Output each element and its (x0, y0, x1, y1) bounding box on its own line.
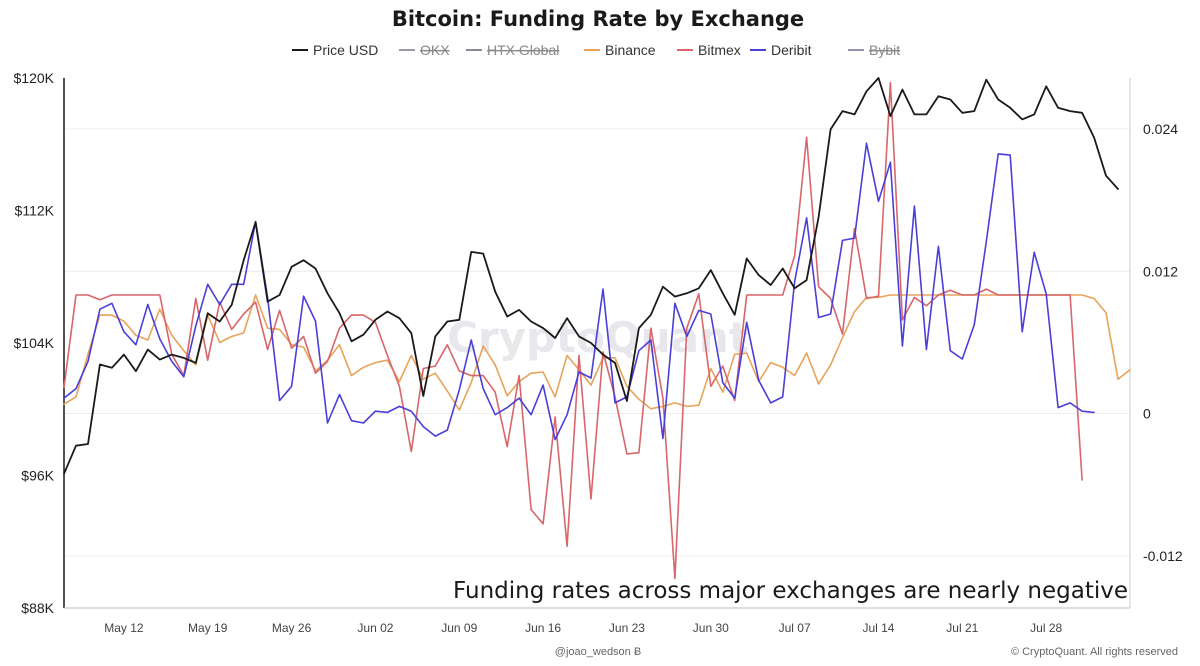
y-right-tick-label: 0.024 (1143, 121, 1178, 137)
series-line-deribit (63, 142, 1095, 441)
y-left-tick-label: $120K (14, 70, 55, 86)
y-right-tick-label: -0.012 (1143, 548, 1183, 564)
x-tick-label: May 19 (188, 621, 228, 635)
y-axis-left-ticks: $120K $112K $104K $96K $88K (14, 70, 55, 616)
annotation-text: Funding rates across major exchanges are… (453, 578, 1128, 604)
y-left-tick-label: $104K (14, 335, 55, 351)
x-tick-label: Jun 23 (609, 621, 645, 635)
legend-label: Bybit (869, 42, 900, 58)
series-line-price-usd (63, 77, 1119, 475)
y-left-tick-label: $96K (21, 468, 54, 484)
x-tick-label: Jul 07 (779, 621, 811, 635)
legend-item-deribit[interactable]: Deribit (750, 42, 812, 58)
series-lines (63, 77, 1131, 580)
x-tick-label: May 12 (104, 621, 144, 635)
legend-item-okx[interactable]: OKX (399, 42, 450, 58)
y-right-tick-label: 0.012 (1143, 263, 1178, 279)
x-axis-ticks: May 12 May 19 May 26 Jun 02 Jun 09 Jun 16 Jun … (104, 621, 1062, 635)
legend-item-price-usd[interactable]: Price USD (292, 42, 378, 58)
y-right-tick-label: 0 (1143, 406, 1151, 422)
legend-label: HTX Global (487, 42, 559, 58)
x-tick-label: May 26 (272, 621, 312, 635)
legend: Price USD OKX HTX Global Binance Bitmex Derib… (292, 42, 900, 58)
legend-item-bitmex[interactable]: Bitmex (677, 42, 741, 58)
grid (64, 128, 1130, 557)
legend-label: OKX (420, 42, 450, 58)
legend-item-htx-global[interactable]: HTX Global (466, 42, 559, 58)
legend-item-binance[interactable]: Binance (584, 42, 656, 58)
x-tick-label: Jul 28 (1030, 621, 1062, 635)
legend-label: Bitmex (698, 42, 741, 58)
chart-title: Bitcoin: Funding Rate by Exchange (392, 7, 804, 31)
x-tick-label: Jun 09 (441, 621, 477, 635)
x-tick-label: Jun 02 (357, 621, 393, 635)
legend-label: Price USD (313, 42, 378, 58)
footer-author: @joao_wedson Ƀ (555, 646, 641, 658)
x-tick-label: Jul 14 (862, 621, 894, 635)
x-tick-label: Jun 30 (693, 621, 729, 635)
footer-copyright: © CryptoQuant. All rights reserved (1011, 646, 1178, 658)
legend-label: Binance (605, 42, 656, 58)
axes (63, 78, 1131, 609)
legend-label: Deribit (771, 42, 812, 58)
x-tick-label: Jul 21 (946, 621, 978, 635)
x-tick-label: Jun 16 (525, 621, 561, 635)
y-left-tick-label: $88K (21, 600, 54, 616)
legend-item-bybit[interactable]: Bybit (848, 42, 900, 58)
series-line-bitmex (63, 81, 1083, 580)
y-left-tick-label: $112K (15, 203, 55, 219)
series-line-binance (63, 294, 1131, 411)
y-axis-right-ticks: 0.024 0.012 0 -0.012 (1143, 121, 1183, 564)
